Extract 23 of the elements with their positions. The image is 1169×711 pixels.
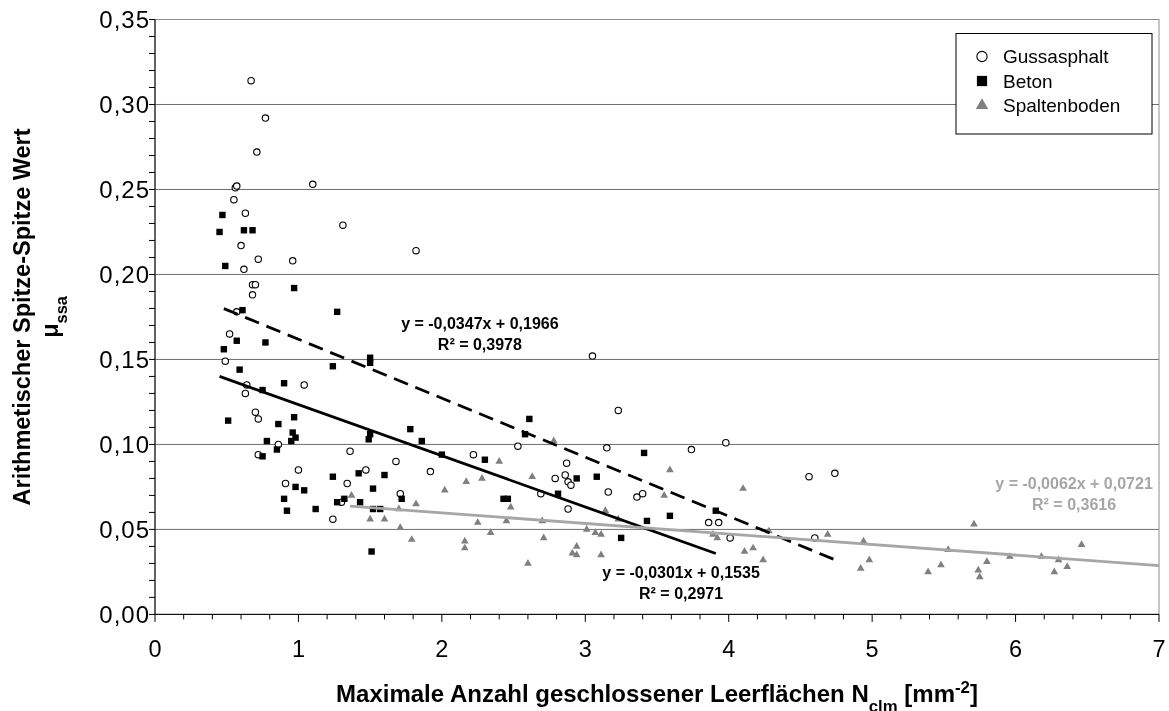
annotation: y = -0,0062x + 0,0721 R² = 0,3616 [995, 475, 1153, 514]
y-tick-label: 0,15 [99, 346, 150, 374]
x-axis-title: Maximale Anzahl geschlossener Leerflächen N$_{clm}$ [mm$^{-2}$] [336, 677, 978, 711]
y-tick-label: 0,10 [99, 431, 150, 459]
legend-label: Beton [1003, 70, 1053, 92]
x-tick-label: 1 [291, 635, 305, 662]
y-tick-label: 0,30 [99, 91, 150, 119]
y-tick-label: 0,05 [99, 516, 150, 544]
x-tick-label: 0 [148, 635, 162, 662]
x-tick-label: 7 [1152, 635, 1166, 662]
y-tick-label: 0,25 [99, 176, 150, 204]
x-tick-label: 6 [1009, 635, 1023, 662]
x-tick-label: 5 [865, 635, 879, 662]
x-tick-label: 2 [435, 635, 449, 662]
y-tick-label: 0,00 [99, 601, 150, 628]
annotation: y = -0,0347x + 0,1966 R² = 0,3978 [401, 314, 559, 353]
legend-label: Spaltenboden [1003, 95, 1121, 116]
x-tick-label: 3 [578, 635, 592, 662]
x-tick-label: 4 [722, 635, 736, 662]
legend-label: Gussasphalt [1003, 46, 1110, 67]
y-tick-label: 0,20 [99, 261, 150, 289]
annotation: y = -0,0301x + 0,1535 R² = 0,2971 [602, 564, 760, 603]
y-tick-label: 0,35 [99, 6, 150, 34]
